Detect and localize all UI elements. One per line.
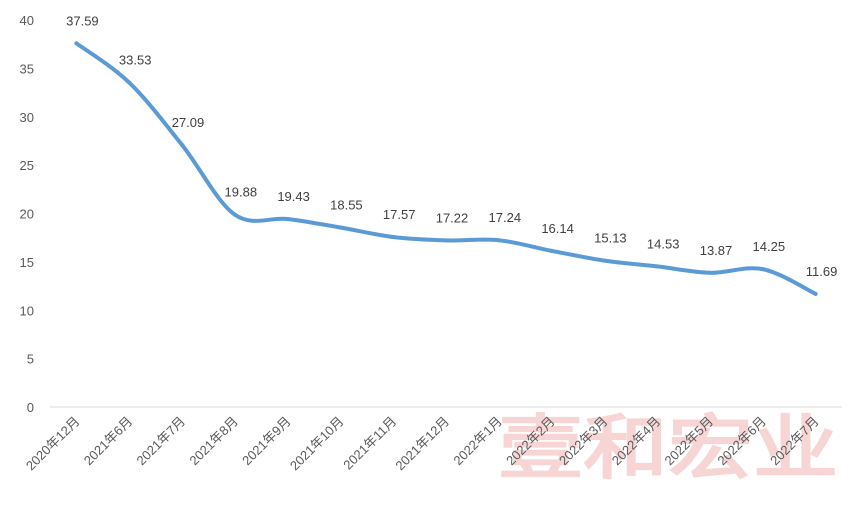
data-label: 17.22 <box>436 210 469 225</box>
watermark: 壹和宏业 <box>498 407 838 489</box>
data-label: 14.25 <box>753 239 786 254</box>
x-tick-label: 2021年9月 <box>239 414 294 469</box>
watermark-text: 壹和宏业 <box>498 407 838 489</box>
data-label: 14.53 <box>647 236 680 251</box>
data-label: 17.24 <box>489 210 522 225</box>
data-point <box>444 238 448 243</box>
x-tick-label: 2021年11月 <box>340 414 399 473</box>
data-point <box>232 212 237 217</box>
data-point <box>602 258 607 263</box>
x-tick-label: 2021年10月 <box>287 414 347 474</box>
y-tick-label: 30 <box>20 110 34 125</box>
data-label: 27.09 <box>172 115 205 130</box>
y-tick-label: 25 <box>20 158 34 173</box>
data-point <box>180 142 184 147</box>
data-points <box>74 41 818 296</box>
data-label: 15.13 <box>594 231 627 246</box>
data-point <box>74 41 79 46</box>
y-tick-label: 40 <box>20 13 34 28</box>
y-tick-label: 20 <box>20 207 34 222</box>
data-point <box>760 267 765 272</box>
data-label: 16.14 <box>541 221 574 236</box>
y-tick-label: 0 <box>27 400 34 415</box>
y-axis-ticks: 0 5 10 15 20 25 30 35 40 <box>20 13 34 415</box>
x-tick-label: 2021年8月 <box>186 414 241 469</box>
y-tick-label: 35 <box>20 61 34 76</box>
data-label: 18.55 <box>330 198 363 213</box>
data-point <box>813 291 818 296</box>
x-tick-label: 2020年12月 <box>23 414 83 474</box>
data-label: 13.87 <box>700 243 733 258</box>
data-label: 19.43 <box>277 189 310 204</box>
data-label: 33.53 <box>119 53 152 68</box>
data-point <box>549 248 554 253</box>
data-label: 11.69 <box>806 264 838 279</box>
y-tick-label: 5 <box>27 352 34 367</box>
data-label: 19.88 <box>225 185 258 200</box>
data-point <box>285 217 290 222</box>
data-label: 37.59 <box>66 13 99 28</box>
data-point <box>391 235 396 240</box>
x-tick-label: 2022年1月 <box>450 414 505 469</box>
y-tick-label: 10 <box>20 303 34 318</box>
data-point <box>655 264 660 269</box>
data-label: 17.57 <box>383 207 416 222</box>
data-point <box>708 270 712 275</box>
data-point <box>338 225 343 230</box>
x-tick-label: 2021年7月 <box>134 414 189 469</box>
data-labels: 37.59 33.53 27.09 19.88 19.43 18.55 17.57 17.22… <box>66 13 837 279</box>
x-tick-label: 2021年6月 <box>81 414 136 469</box>
x-tick-label: 2021年12月 <box>392 414 452 474</box>
data-point <box>127 80 132 85</box>
y-tick-label: 15 <box>20 255 34 270</box>
data-point <box>496 238 501 243</box>
